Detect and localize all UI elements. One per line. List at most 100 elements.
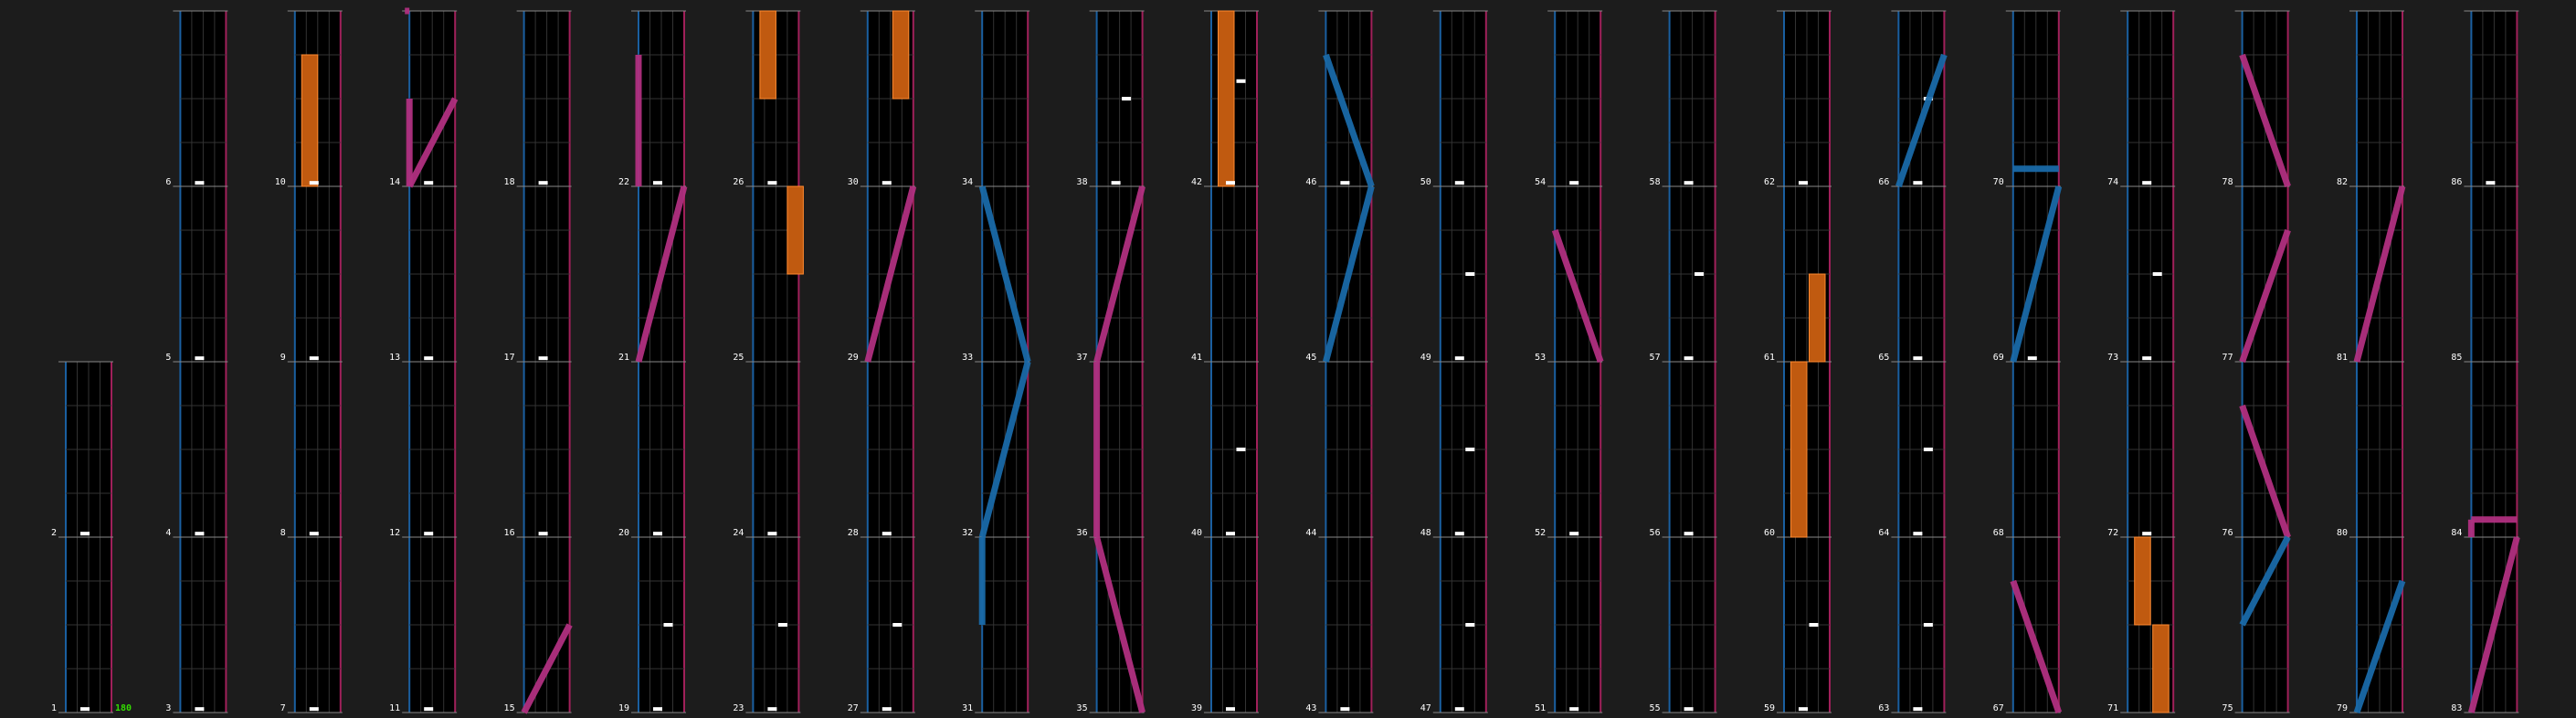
measure-number: 12 (389, 528, 400, 538)
measure-number: 58 (1650, 177, 1661, 187)
chip-note (2142, 181, 2152, 185)
measure-number: 37 (1077, 353, 1088, 363)
measure-number: 7 (280, 703, 286, 713)
measure-number: 42 (1191, 177, 1202, 187)
measure-number: 25 (733, 353, 744, 363)
pink-laser-segment (1093, 185, 1145, 363)
chip-note (777, 623, 787, 627)
hold-note (2152, 624, 2170, 713)
measure-number: 22 (618, 177, 629, 187)
chip-note (424, 707, 434, 712)
measure-number: 29 (848, 353, 859, 363)
measure-number: 48 (1420, 528, 1431, 538)
chip-note (195, 707, 205, 712)
measure-number: 49 (1420, 353, 1431, 363)
column-19: 75 76 77 78 (2222, 10, 2290, 713)
chip-note (1236, 448, 1246, 451)
measure-number: 78 (2222, 177, 2233, 187)
column-1: 3 4 5 6 (165, 10, 228, 713)
measure-number: 64 (1878, 528, 1889, 538)
pink-laser-segment (521, 623, 573, 714)
measure-number: 4 (165, 528, 171, 538)
measure-number: 1 (51, 703, 57, 713)
measure-number: 57 (1650, 353, 1661, 363)
pink-laser-segment (2239, 53, 2291, 188)
measure-number: 80 (2337, 528, 2348, 538)
measure-number: 24 (733, 528, 744, 538)
pink-laser-segment (406, 97, 459, 188)
measure-number: 38 (1077, 177, 1088, 187)
measure-number: 14 (389, 177, 400, 187)
chip-note (1684, 356, 1694, 361)
column-13: 51 52 53 54 (1535, 10, 1603, 713)
chip-note (1923, 448, 1933, 451)
chip-note (663, 623, 673, 627)
measure-number: 59 (1764, 703, 1775, 713)
measure-number: 72 (2107, 528, 2118, 538)
chip-note (195, 532, 205, 536)
chip-note (2027, 356, 2037, 361)
chip-note (1454, 707, 1464, 712)
measure-number: 40 (1191, 528, 1202, 538)
chip-note (1913, 181, 1923, 185)
measure-number: 63 (1878, 703, 1889, 713)
chip-note (1694, 272, 1705, 276)
hold-note (1790, 361, 1808, 538)
blue-laser-segment (2353, 579, 2406, 714)
measure-number: 23 (733, 703, 744, 713)
measure-number: 73 (2107, 353, 2118, 363)
measure-number: 82 (2337, 177, 2348, 187)
chip-note (1569, 532, 1579, 536)
chip-note (309, 532, 319, 536)
chip-note (195, 181, 205, 185)
chip-note (653, 707, 662, 712)
hold-note (301, 54, 319, 187)
hold-note (2134, 536, 2151, 626)
chip-note (1226, 532, 1235, 536)
measure-number: 67 (1993, 703, 2004, 713)
measure-number: 81 (2337, 353, 2348, 363)
chip-note (1465, 272, 1475, 276)
pink-laser-segment (2010, 579, 2063, 714)
blue-laser-segment (978, 185, 1031, 363)
chip-note (309, 181, 319, 185)
pink-laser-segment (2239, 228, 2291, 364)
measure-number: 21 (618, 353, 629, 363)
measure-number: 56 (1650, 528, 1661, 538)
chip-note (80, 532, 90, 536)
measure-number: 70 (1993, 177, 2004, 187)
chip-note (2142, 532, 2152, 536)
measure-number: 50 (1420, 177, 1431, 187)
measure-number: 62 (1764, 177, 1775, 187)
chip-note (538, 532, 548, 536)
chip-note (1684, 181, 1694, 185)
chip-note (1799, 707, 1808, 712)
measure-number: 84 (2451, 528, 2462, 538)
pink-laser-segment (864, 185, 917, 363)
measure-number: 44 (1305, 528, 1316, 538)
chip-note (1913, 356, 1923, 361)
measure-number: 11 (389, 703, 400, 713)
chip-note (882, 707, 892, 712)
column-0: 12 (51, 361, 113, 713)
chip-note (1122, 97, 1132, 100)
column-7: 27 28 29 30 (848, 10, 915, 713)
measure-number: 31 (962, 703, 973, 713)
measure-number: 32 (962, 528, 973, 538)
blue-laser-segment (2010, 185, 2063, 363)
measure-number: 17 (504, 353, 515, 363)
pink-laser-segment (2353, 185, 2406, 363)
measure-number: 53 (1535, 353, 1546, 363)
measure-number: 18 (504, 177, 515, 187)
column-9: 35 36 37 38 (1077, 10, 1145, 713)
blue-laser-segment (1895, 53, 1948, 188)
measure-number: 79 (2337, 703, 2348, 713)
column-14: 55 56 57 58 (1650, 10, 1717, 713)
measure-number: 30 (848, 177, 859, 187)
chip-note (2142, 356, 2152, 361)
hold-note (787, 185, 804, 275)
measure-number: 86 (2451, 177, 2462, 187)
measure-number: 45 (1305, 353, 1316, 363)
measure-number: 76 (2222, 528, 2233, 538)
